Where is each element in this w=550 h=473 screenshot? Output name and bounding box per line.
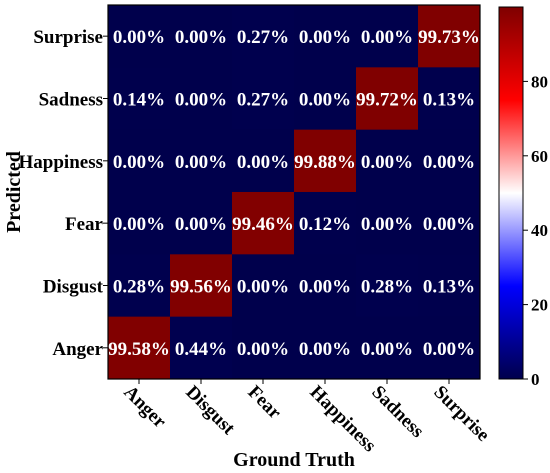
heatmap-cell [232, 254, 295, 318]
cell-value-label: 0.00% [175, 89, 227, 110]
heatmap-cell [294, 129, 357, 193]
heatmap-cell [108, 191, 171, 255]
heatmap-cell [356, 191, 419, 255]
heatmap-cell [232, 5, 295, 68]
colorbar-tick-label: 60 [531, 147, 548, 166]
heatmap-cell [108, 254, 171, 318]
plot-frame [107, 4, 481, 380]
cell-value-label: 99.88% [294, 152, 356, 173]
y-tick-label: Fear [65, 214, 104, 235]
cell-value-label: 0.00% [423, 214, 475, 235]
heatmap-cell [418, 254, 481, 318]
cell-value-label: 0.00% [299, 339, 351, 360]
heatmap-cell [294, 67, 357, 131]
heatmap-cell [170, 191, 233, 255]
cell-value-label: 99.58% [108, 339, 170, 360]
heatmap-cell [418, 129, 481, 193]
heatmap-cell [356, 316, 419, 380]
cell-value-label: 0.00% [361, 152, 413, 173]
heatmap-cell [108, 316, 171, 380]
heatmap-cell [418, 316, 481, 380]
cell-value-labels: 0.00% 0.00% 0.27% 0.00% 0.00% 99.73%0.14% 0.00… [108, 27, 480, 360]
heatmap-cell [108, 5, 171, 68]
cell-value-label: 0.14% [113, 89, 165, 110]
x-axis-title: Ground Truth [233, 449, 355, 471]
cell-value-label: 0.00% [113, 27, 165, 48]
heatmap-cell [170, 316, 233, 380]
y-tick-label: Surprise [33, 27, 103, 48]
heatmap-cell [418, 67, 481, 131]
cell-value-label: 0.00% [237, 276, 289, 297]
heatmap-cell [170, 5, 233, 68]
cell-value-label: 0.00% [361, 27, 413, 48]
heatmap-cell [232, 129, 295, 193]
cell-value-label: 0.28% [113, 276, 165, 297]
y-axis-ticks: Surprise Sadness Happiness Fear Disgust Anger [19, 27, 108, 360]
heatmap-cell [170, 67, 233, 131]
cell-value-label: 0.00% [423, 339, 475, 360]
cell-value-label: 0.12% [299, 214, 351, 235]
cell-value-label: 0.27% [237, 27, 289, 48]
colorbar-tick-label: 20 [531, 296, 548, 315]
heatmap-cell [356, 67, 419, 131]
cell-value-label: 99.72% [356, 89, 418, 110]
cell-value-label: 0.00% [237, 152, 289, 173]
heatmap-cell [170, 129, 233, 193]
y-tick-label: Sadness [39, 89, 103, 110]
heatmap-cell [418, 5, 481, 68]
heatmap-cell [294, 5, 357, 68]
cell-value-label: 0.00% [237, 339, 289, 360]
heatmap-grid [108, 5, 481, 380]
y-tick-label: Happiness [19, 152, 103, 173]
x-tick-label: Sadness [367, 382, 427, 442]
cell-value-label: 0.28% [361, 276, 413, 297]
heatmap-cell [294, 316, 357, 380]
cell-value-label: 0.44% [175, 339, 227, 360]
colorbar-ticks: 0 20 40 60 80 [523, 72, 548, 389]
y-tick-label: Disgust [43, 276, 104, 297]
cell-value-label: 0.00% [175, 214, 227, 235]
x-tick-label: Disgust [181, 382, 239, 440]
colorbar-tick-label: 40 [531, 221, 548, 240]
cell-value-label: 0.13% [423, 89, 475, 110]
cell-value-label: 0.27% [237, 89, 289, 110]
cell-value-label: 99.46% [232, 214, 294, 235]
cell-value-label: 0.00% [175, 152, 227, 173]
heatmap-cell [232, 67, 295, 131]
cell-value-label: 0.00% [361, 339, 413, 360]
cell-value-label: 0.00% [299, 89, 351, 110]
heatmap-cell [356, 129, 419, 193]
x-tick-label: Surprise [429, 382, 493, 446]
heatmap-cell [294, 191, 357, 255]
cell-value-label: 0.00% [361, 214, 413, 235]
heatmap-cell [232, 191, 295, 255]
colorbar [498, 6, 524, 380]
cell-value-label: 0.00% [113, 214, 165, 235]
heatmap-cell [108, 129, 171, 193]
heatmap-cell [170, 254, 233, 318]
heatmap-cell [356, 254, 419, 318]
cell-value-label: 99.56% [170, 276, 232, 297]
cell-value-label: 0.00% [299, 27, 351, 48]
cell-value-label: 0.13% [423, 276, 475, 297]
x-tick-label: Anger [119, 382, 170, 433]
x-tick-label: Happiness [305, 382, 380, 457]
colorbar-tick-label: 0 [531, 370, 540, 389]
cell-value-label: 99.73% [418, 27, 480, 48]
cell-value-label: 0.00% [175, 27, 227, 48]
cell-value-label: 0.00% [299, 276, 351, 297]
heatmap-cell [418, 191, 481, 255]
heatmap-cell [356, 5, 419, 68]
heatmap-cell [294, 254, 357, 318]
x-tick-label: Fear [243, 382, 285, 424]
cell-value-label: 0.00% [423, 152, 475, 173]
heatmap-cell [232, 316, 295, 380]
y-tick-label: Anger [52, 339, 103, 360]
colorbar-tick-label: 80 [531, 72, 548, 91]
heatmap-cell [108, 67, 171, 131]
cell-value-label: 0.00% [113, 152, 165, 173]
y-axis-title: Predicted [3, 151, 25, 233]
